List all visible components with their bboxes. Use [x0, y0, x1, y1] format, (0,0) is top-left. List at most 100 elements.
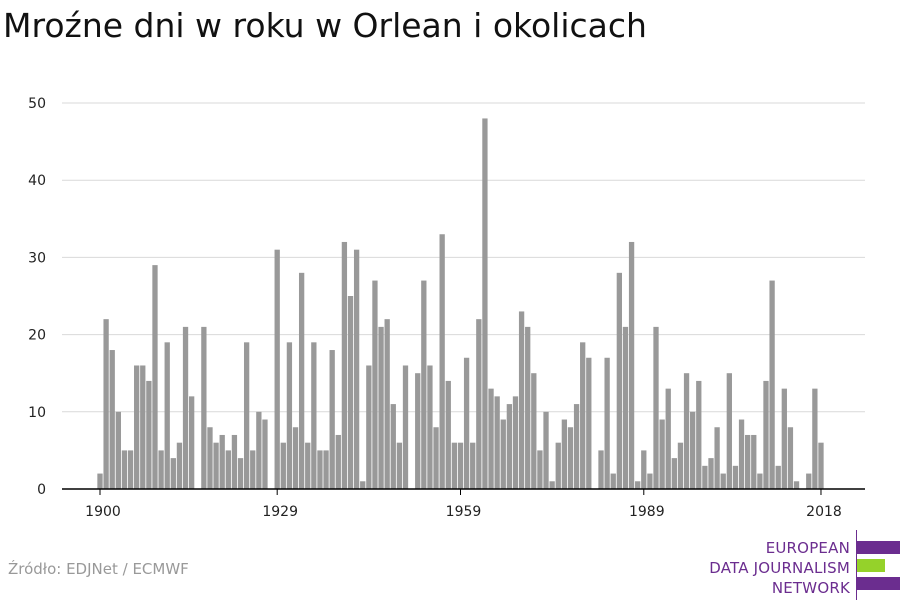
- bar-1957: [445, 380, 451, 489]
- logo-bar-purple-bottom: [857, 577, 900, 590]
- bar-2000: [708, 458, 714, 489]
- bar-1948: [390, 404, 396, 489]
- bar-1972: [537, 450, 543, 489]
- bar-1962: [476, 319, 482, 489]
- bar-1970: [525, 326, 531, 489]
- bar-1977: [567, 427, 574, 489]
- logo-line-2: DATA JOURNALISM: [709, 559, 850, 577]
- bar-1967: [506, 404, 513, 489]
- y-axis-ticks: 0 10 20 30 40 50: [28, 96, 46, 498]
- bar-1991: [653, 326, 659, 489]
- bar-1903: [115, 411, 121, 489]
- bar-1955: [433, 427, 439, 489]
- y-tick-label: 20: [28, 328, 46, 344]
- bar-1968: [512, 396, 519, 489]
- bar-1950: [402, 365, 409, 489]
- bar-1925: [250, 450, 256, 489]
- bar-1926: [256, 411, 262, 489]
- bar-1919: [213, 442, 219, 489]
- bar-1975: [555, 442, 561, 489]
- logo-text: EUROPEAN DATA JOURNALISM NETWORK: [709, 538, 850, 598]
- bar-2007: [751, 434, 757, 489]
- bar-1959: [457, 442, 464, 489]
- bar-2013: [787, 427, 794, 489]
- bar-1920: [219, 434, 225, 489]
- bar-1927: [262, 419, 268, 489]
- bar-1986: [622, 326, 629, 489]
- bar-2012: [781, 388, 787, 489]
- bar-1980: [586, 357, 592, 489]
- bar-2001: [714, 427, 720, 489]
- bar-1932: [292, 427, 299, 489]
- x-tick-label: 1959: [446, 504, 482, 520]
- bar-1924: [243, 342, 250, 489]
- gridlines: [62, 102, 865, 413]
- bar-1902: [109, 350, 115, 489]
- bar-1935: [311, 342, 317, 489]
- bar-1973: [543, 411, 549, 489]
- bar-1906: [134, 365, 140, 489]
- bar-1965: [494, 396, 500, 489]
- bar-2002: [720, 473, 726, 489]
- bar-1911: [164, 342, 170, 489]
- x-tick-label: 1989: [629, 504, 665, 520]
- bar-1939: [335, 434, 341, 489]
- bar-1918: [207, 427, 213, 489]
- bar-1953: [421, 280, 427, 489]
- y-tick-label: 50: [28, 96, 46, 112]
- y-tick-label: 30: [28, 250, 46, 266]
- x-tick-label: 1900: [85, 504, 121, 520]
- bar-1990: [647, 473, 653, 489]
- bar-1922: [231, 434, 238, 489]
- bar-1938: [329, 350, 335, 489]
- bar-1941: [347, 296, 354, 489]
- bar-2009: [763, 380, 769, 489]
- bar-2018: [818, 442, 824, 489]
- y-tick-label: 0: [37, 482, 46, 498]
- bar-1923: [237, 458, 244, 489]
- bar-1978: [573, 404, 580, 489]
- bar-2006: [745, 434, 751, 489]
- bar-1964: [488, 388, 494, 489]
- x-axis: 1900 1929 1959 1989 2018: [62, 488, 865, 520]
- bar-2017: [812, 388, 818, 489]
- bar-1983: [604, 357, 610, 489]
- bar-1933: [298, 272, 305, 489]
- bar-1942: [353, 249, 360, 489]
- logo-divider: [856, 530, 857, 600]
- bar-1949: [396, 442, 403, 489]
- bar-1994: [671, 458, 677, 489]
- bar-2014: [793, 481, 800, 489]
- bar-1992: [659, 419, 665, 489]
- bar-1934: [305, 442, 311, 489]
- bar-1914: [182, 326, 189, 489]
- bar-1913: [176, 442, 183, 489]
- bar-1954: [427, 365, 433, 489]
- bar-1998: [696, 380, 702, 489]
- bar-1912: [170, 458, 176, 489]
- bar-1901: [103, 319, 109, 489]
- bar-1963: [482, 118, 488, 489]
- bar-1915: [189, 396, 195, 489]
- bar-2011: [775, 465, 781, 489]
- bar-2003: [726, 373, 732, 489]
- bar-1971: [531, 373, 537, 489]
- bar-1908: [146, 380, 152, 489]
- bar-1997: [690, 411, 696, 489]
- bar-1958: [451, 442, 458, 489]
- bar-1960: [463, 357, 470, 489]
- bar-1931: [286, 342, 293, 489]
- logo-bar-purple-top: [857, 541, 900, 554]
- bar-1943: [360, 481, 366, 489]
- bar-1984: [610, 473, 616, 489]
- bar-1966: [500, 419, 506, 489]
- bar-1985: [616, 272, 622, 489]
- bar-1929: [274, 249, 280, 489]
- bar-1936: [317, 450, 323, 489]
- bar-1979: [580, 342, 586, 489]
- bar-2004: [732, 465, 739, 489]
- bar-1945: [372, 280, 378, 489]
- y-tick-label: 40: [28, 173, 46, 189]
- source-note: Źródło: EDJNet / ECMWF: [8, 560, 189, 578]
- bar-1917: [201, 326, 207, 489]
